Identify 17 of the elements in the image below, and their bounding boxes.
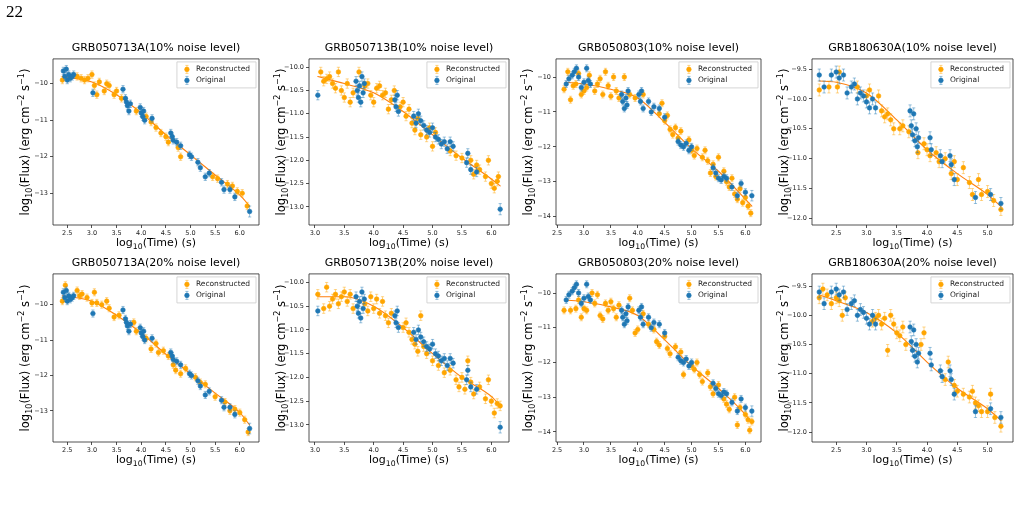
x-axis-title: log$_{10}$(Time) (s) (369, 453, 449, 469)
chart-title: GRB050803(20% noise level) (577, 256, 740, 269)
x-axis-title: log$_{10}$(Time) (s) (116, 236, 196, 252)
chart-title: GRB050713A(20% noise level) (71, 256, 241, 269)
text: 22 (6, 2, 23, 21)
chart-title: GRB180630A(20% noise level) (828, 256, 997, 269)
x-axis-title: log$_{10}$(Time) (s) (618, 236, 699, 252)
x-axis-title: log$_{10}$(Time) (s) (369, 236, 449, 252)
x-axis-title: log$_{10}$(Time) (s) (872, 236, 953, 252)
chart-title: GRB050713B(10% noise level) (324, 41, 494, 54)
chart-title: GRB050803(10% noise level) (577, 41, 740, 54)
chart-title: GRB180630A(10% noise level) (828, 41, 997, 54)
x-axis-title: log$_{10}$(Time) (s) (618, 453, 699, 469)
x-axis-title: log$_{10}$(Time) (s) (116, 453, 196, 469)
chart-title: GRB050713B(20% noise level) (324, 256, 494, 269)
chart-title: GRB050713A(10% noise level) (71, 41, 241, 54)
x-axis-title: log$_{10}$(Time) (s) (872, 453, 953, 469)
